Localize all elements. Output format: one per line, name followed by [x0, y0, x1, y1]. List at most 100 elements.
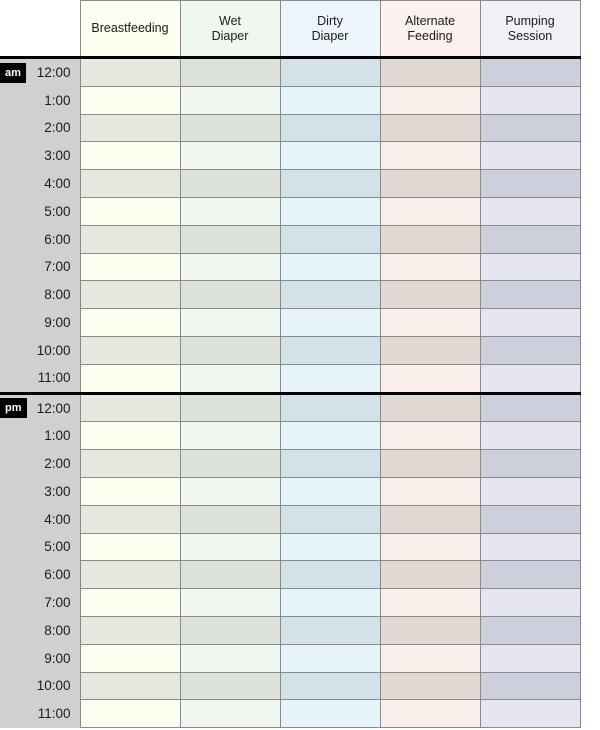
- log-cell-breastfeeding[interactable]: [79, 421, 181, 451]
- log-cell-breastfeeding[interactable]: [79, 532, 181, 562]
- log-cell-pumping[interactable]: [479, 141, 581, 171]
- log-cell-dirty-diaper[interactable]: [279, 113, 381, 143]
- log-cell-alt-feeding[interactable]: [379, 560, 481, 590]
- log-cell-wet-diaper[interactable]: [179, 643, 281, 673]
- log-cell-dirty-diaper[interactable]: [279, 532, 381, 562]
- log-cell-dirty-diaper[interactable]: [279, 224, 381, 254]
- log-cell-breastfeeding[interactable]: [79, 56, 181, 87]
- log-cell-alt-feeding[interactable]: [379, 280, 481, 310]
- log-cell-alt-feeding[interactable]: [379, 588, 481, 617]
- log-cell-dirty-diaper[interactable]: [279, 449, 381, 478]
- log-cell-wet-diaper[interactable]: [179, 85, 281, 115]
- log-cell-alt-feeding[interactable]: [379, 85, 481, 115]
- log-cell-wet-diaper[interactable]: [179, 421, 281, 451]
- log-cell-wet-diaper[interactable]: [179, 252, 281, 282]
- log-cell-wet-diaper[interactable]: [179, 588, 281, 617]
- log-cell-dirty-diaper[interactable]: [279, 504, 381, 534]
- log-cell-wet-diaper[interactable]: [179, 280, 281, 310]
- log-cell-alt-feeding[interactable]: [379, 252, 481, 282]
- log-cell-pumping[interactable]: [479, 169, 581, 198]
- log-cell-dirty-diaper[interactable]: [279, 671, 381, 701]
- log-cell-pumping[interactable]: [479, 335, 581, 365]
- log-cell-breastfeeding[interactable]: [79, 85, 181, 115]
- log-cell-wet-diaper[interactable]: [179, 699, 281, 729]
- log-cell-breastfeeding[interactable]: [79, 363, 181, 394]
- log-cell-breastfeeding[interactable]: [79, 391, 181, 423]
- log-cell-pumping[interactable]: [479, 476, 581, 506]
- log-cell-breastfeeding[interactable]: [79, 671, 181, 701]
- log-cell-wet-diaper[interactable]: [179, 532, 281, 562]
- log-cell-breastfeeding[interactable]: [79, 169, 181, 198]
- log-cell-alt-feeding[interactable]: [379, 699, 481, 729]
- log-cell-alt-feeding[interactable]: [379, 643, 481, 673]
- log-cell-dirty-diaper[interactable]: [279, 335, 381, 365]
- log-cell-dirty-diaper[interactable]: [279, 141, 381, 171]
- log-cell-pumping[interactable]: [479, 504, 581, 534]
- log-cell-alt-feeding[interactable]: [379, 56, 481, 87]
- log-cell-alt-feeding[interactable]: [379, 363, 481, 394]
- log-cell-breastfeeding[interactable]: [79, 308, 181, 337]
- log-cell-pumping[interactable]: [479, 391, 581, 423]
- log-cell-breastfeeding[interactable]: [79, 643, 181, 673]
- log-cell-dirty-diaper[interactable]: [279, 308, 381, 337]
- log-cell-pumping[interactable]: [479, 196, 581, 226]
- log-cell-wet-diaper[interactable]: [179, 308, 281, 337]
- log-cell-dirty-diaper[interactable]: [279, 252, 381, 282]
- log-cell-pumping[interactable]: [479, 560, 581, 590]
- log-cell-wet-diaper[interactable]: [179, 449, 281, 478]
- log-cell-pumping[interactable]: [479, 308, 581, 337]
- log-cell-dirty-diaper[interactable]: [279, 699, 381, 729]
- log-cell-dirty-diaper[interactable]: [279, 615, 381, 645]
- log-cell-pumping[interactable]: [479, 252, 581, 282]
- log-cell-dirty-diaper[interactable]: [279, 169, 381, 198]
- log-cell-alt-feeding[interactable]: [379, 476, 481, 506]
- log-cell-wet-diaper[interactable]: [179, 56, 281, 87]
- log-cell-alt-feeding[interactable]: [379, 196, 481, 226]
- log-cell-dirty-diaper[interactable]: [279, 56, 381, 87]
- log-cell-dirty-diaper[interactable]: [279, 421, 381, 451]
- log-cell-breastfeeding[interactable]: [79, 699, 181, 729]
- log-cell-wet-diaper[interactable]: [179, 113, 281, 143]
- log-cell-breastfeeding[interactable]: [79, 476, 181, 506]
- log-cell-dirty-diaper[interactable]: [279, 363, 381, 394]
- log-cell-alt-feeding[interactable]: [379, 113, 481, 143]
- log-cell-alt-feeding[interactable]: [379, 615, 481, 645]
- log-cell-wet-diaper[interactable]: [179, 671, 281, 701]
- log-cell-breastfeeding[interactable]: [79, 615, 181, 645]
- log-cell-dirty-diaper[interactable]: [279, 196, 381, 226]
- log-cell-dirty-diaper[interactable]: [279, 391, 381, 423]
- log-cell-alt-feeding[interactable]: [379, 308, 481, 337]
- log-cell-breastfeeding[interactable]: [79, 504, 181, 534]
- log-cell-alt-feeding[interactable]: [379, 141, 481, 171]
- log-cell-alt-feeding[interactable]: [379, 532, 481, 562]
- log-cell-breastfeeding[interactable]: [79, 280, 181, 310]
- log-cell-alt-feeding[interactable]: [379, 169, 481, 198]
- log-cell-pumping[interactable]: [479, 421, 581, 451]
- log-cell-alt-feeding[interactable]: [379, 504, 481, 534]
- log-cell-wet-diaper[interactable]: [179, 169, 281, 198]
- log-cell-alt-feeding[interactable]: [379, 671, 481, 701]
- log-cell-breastfeeding[interactable]: [79, 560, 181, 590]
- log-cell-dirty-diaper[interactable]: [279, 476, 381, 506]
- log-cell-wet-diaper[interactable]: [179, 335, 281, 365]
- log-cell-pumping[interactable]: [479, 363, 581, 394]
- log-cell-wet-diaper[interactable]: [179, 504, 281, 534]
- log-cell-breastfeeding[interactable]: [79, 588, 181, 617]
- log-cell-breastfeeding[interactable]: [79, 141, 181, 171]
- log-cell-dirty-diaper[interactable]: [279, 85, 381, 115]
- log-cell-breastfeeding[interactable]: [79, 252, 181, 282]
- log-cell-wet-diaper[interactable]: [179, 615, 281, 645]
- log-cell-pumping[interactable]: [479, 85, 581, 115]
- log-cell-pumping[interactable]: [479, 699, 581, 729]
- log-cell-dirty-diaper[interactable]: [279, 588, 381, 617]
- log-cell-wet-diaper[interactable]: [179, 363, 281, 394]
- log-cell-dirty-diaper[interactable]: [279, 560, 381, 590]
- log-cell-breastfeeding[interactable]: [79, 196, 181, 226]
- log-cell-wet-diaper[interactable]: [179, 476, 281, 506]
- log-cell-breastfeeding[interactable]: [79, 335, 181, 365]
- log-cell-wet-diaper[interactable]: [179, 196, 281, 226]
- log-cell-pumping[interactable]: [479, 449, 581, 478]
- log-cell-dirty-diaper[interactable]: [279, 280, 381, 310]
- log-cell-pumping[interactable]: [479, 643, 581, 673]
- log-cell-alt-feeding[interactable]: [379, 224, 481, 254]
